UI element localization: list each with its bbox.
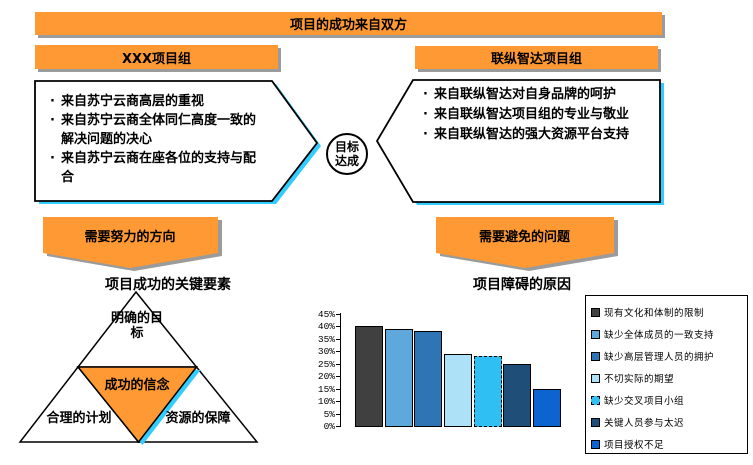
left-group-banner: XXX项目组 bbox=[35, 45, 278, 69]
y-tick-mark bbox=[336, 363, 340, 365]
y-tick-label: 5% bbox=[323, 408, 335, 420]
left-group-title: XXX项目组 bbox=[121, 51, 192, 67]
left-group-bullet-list: 来自苏宁云商高层的重视来自苏宁云商全体同仁高度一致的解决问题的决心来自苏宁云商在… bbox=[48, 92, 264, 187]
y-tick-label: 20% bbox=[317, 371, 335, 383]
y-tick-mark bbox=[336, 426, 340, 427]
bar bbox=[414, 331, 443, 427]
y-tick-label: 0% bbox=[323, 421, 335, 432]
right-bullets: 来自联纵智达对自身品牌的呵护来自联纵智达项目组的专业与敬业来自联纵智达的强大资源… bbox=[421, 85, 653, 145]
legend-item: 缺少全体成员的一致支持 bbox=[591, 323, 747, 345]
bar bbox=[532, 388, 561, 427]
y-tick-mark bbox=[336, 401, 340, 403]
pyramid-center-triangle bbox=[76, 366, 199, 444]
legend-item: 现有文化和体制的限制 bbox=[591, 301, 747, 323]
legend-swatch bbox=[591, 395, 600, 405]
bar bbox=[443, 353, 472, 427]
y-tick-label: 25% bbox=[317, 358, 335, 370]
bar bbox=[355, 326, 383, 427]
pyramid-left-label: 合理的计划 bbox=[46, 411, 112, 426]
legend-label: 缺少交叉项目小组 bbox=[604, 396, 685, 407]
bullet-item: 来自苏宁云商在座各位的支持与配合 bbox=[48, 149, 264, 187]
pyramid-section-title: 项目成功的关键要素 bbox=[105, 277, 231, 293]
bullet-item: 来自联纵智达的强大资源平台支持 bbox=[421, 125, 653, 145]
pyramid-right-label: 资源的保障 bbox=[165, 411, 231, 426]
left-arrow-body bbox=[43, 217, 218, 268]
y-tick-mark bbox=[336, 326, 340, 328]
y-axis-line bbox=[340, 313, 341, 427]
chart-section-title: 项目障碍的原因 bbox=[473, 277, 571, 293]
right-arrow-body bbox=[436, 217, 614, 268]
bar-chart: 0% 5% 10% 15% 20% 25% 30% 35% 40% 45% bbox=[300, 300, 585, 440]
y-tick-label: 45% bbox=[317, 308, 335, 320]
left-arrow-label: 需要努力的方向 bbox=[84, 229, 176, 245]
y-tick-mark bbox=[336, 388, 340, 390]
legend-item: 关键人员参与太迟 bbox=[591, 411, 747, 433]
bullet-item: 来自联纵智达项目组的专业与敬业 bbox=[421, 105, 653, 125]
right-group-bullet-list: 来自联纵智达对自身品牌的呵护来自联纵智达项目组的专业与敬业来自联纵智达的强大资源… bbox=[421, 85, 653, 145]
y-tick-label: 40% bbox=[317, 321, 335, 333]
legend-swatch bbox=[591, 351, 600, 361]
pyramid-top-label: 明确的目标 bbox=[111, 311, 164, 341]
legend-label: 不切实际的期望 bbox=[604, 374, 675, 385]
chart-legend: 现有文化和体制的限制 缺少全体成员的一致支持 缺少高层管理人员的拥护 不切实际的期望缺… bbox=[585, 295, 748, 454]
bar bbox=[384, 328, 413, 427]
legend-label: 关键人员参与太迟 bbox=[604, 418, 685, 429]
legend-swatch bbox=[591, 307, 600, 317]
pyramid-diagram bbox=[18, 290, 259, 445]
bullet-item: 来自联纵智达对自身品牌的呵护 bbox=[421, 85, 653, 105]
legend-item: 缺少高层管理人员的拥护 bbox=[591, 345, 747, 367]
legend-item: 不切实际的期望 bbox=[591, 367, 747, 389]
bullet-item: 来自苏宁云商全体同仁高度一致的解决问题的决心 bbox=[48, 111, 264, 149]
y-tick-label: 35% bbox=[317, 333, 335, 345]
bar bbox=[503, 363, 532, 427]
legend-label: 缺少全体成员的一致支持 bbox=[604, 330, 715, 341]
pyramid-middle-label: 成功的信念 bbox=[104, 378, 170, 393]
legend-swatch bbox=[591, 417, 600, 427]
legend-swatch bbox=[591, 439, 600, 449]
main-title: 项目的成功来自双方 bbox=[289, 18, 407, 33]
bar bbox=[473, 356, 502, 427]
right-arrow-label: 需要避免的问题 bbox=[478, 229, 570, 245]
goal-label: 目标达成 bbox=[334, 140, 359, 168]
bullet-item: 来自苏宁云商高层的重视 bbox=[48, 92, 264, 111]
legend-item: 缺少交叉项目小组 bbox=[591, 389, 747, 411]
y-tick-mark bbox=[336, 376, 340, 378]
legend-label: 缺少高层管理人员的拥护 bbox=[604, 352, 715, 363]
y-tick-label: 15% bbox=[317, 383, 335, 395]
y-tick-label: 30% bbox=[317, 346, 335, 358]
legend-swatch bbox=[591, 329, 600, 339]
right-arrow-banner-shape bbox=[436, 217, 618, 271]
y-tick-mark bbox=[336, 313, 340, 315]
legend-swatch bbox=[591, 373, 600, 383]
right-group-title: 联纵智达项目组 bbox=[490, 52, 582, 67]
legend-label: 项目授权不足 bbox=[604, 440, 665, 451]
y-tick-mark bbox=[336, 413, 340, 415]
left-bullets: 来自苏宁云商高层的重视来自苏宁云商全体同仁高度一致的解决问题的决心来自苏宁云商在… bbox=[48, 92, 264, 187]
left-arrow-banner-shape bbox=[43, 217, 222, 271]
y-tick-label: 10% bbox=[317, 396, 335, 408]
legend-items: 现有文化和体制的限制 缺少全体成员的一致支持 缺少高层管理人员的拥护 不切实际的期望缺… bbox=[591, 301, 747, 455]
y-tick-mark bbox=[336, 351, 340, 353]
legend-label: 现有文化和体制的限制 bbox=[604, 308, 705, 319]
right-group-banner: 联纵智达项目组 bbox=[415, 46, 658, 69]
y-tick-mark bbox=[336, 338, 340, 340]
goal-ellipse: 目标达成 bbox=[326, 133, 368, 175]
legend-item: 项目授权不足 bbox=[591, 433, 747, 455]
main-title-banner: 项目的成功来自双方 bbox=[35, 12, 662, 35]
